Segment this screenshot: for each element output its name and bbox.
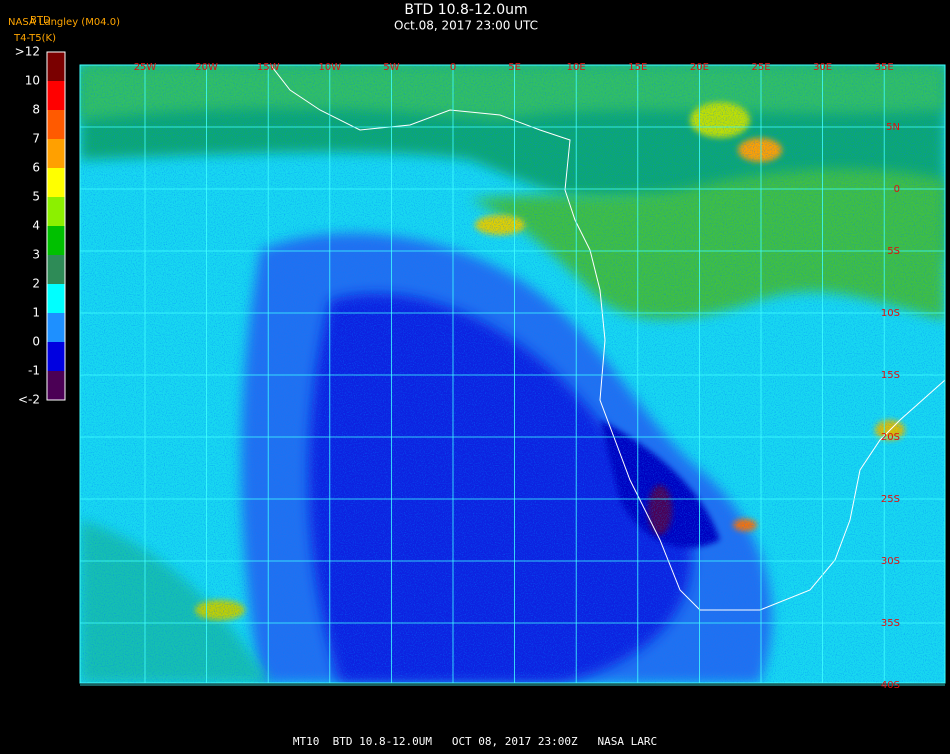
- lat-label: 0: [894, 184, 900, 195]
- colorbar-label: 6: [32, 161, 40, 175]
- colorbar-label: 4: [32, 219, 40, 233]
- colorbar-segment: [47, 284, 65, 313]
- colorbar-segment: [47, 168, 65, 197]
- lon-label: 10W: [318, 62, 341, 73]
- colorbar-label: 1: [32, 306, 40, 320]
- lon-label: 15E: [628, 62, 647, 73]
- colorbar-segment: [47, 52, 65, 81]
- colorbar-label: 2: [32, 277, 40, 291]
- colorbar-label: 10: [25, 74, 40, 88]
- lon-label: 20W: [195, 62, 218, 73]
- footer: MT10 BTD 10.8-12.0UM OCT 08, 2017 23:00Z…: [293, 735, 657, 748]
- colorbar-label: <-2: [18, 393, 40, 407]
- lon-label: 35E: [875, 62, 894, 73]
- lat-label: 5N: [886, 122, 900, 133]
- lon-label: 25W: [134, 62, 157, 73]
- lat-label: 15S: [881, 370, 900, 381]
- colorbar-segment: [47, 226, 65, 255]
- lat-label: 35S: [881, 618, 900, 629]
- colorbar-label: 8: [32, 103, 40, 117]
- colorbar-label: >12: [15, 45, 40, 59]
- lon-label: 30E: [813, 62, 832, 73]
- lon-label: 20E: [690, 62, 709, 73]
- lon-label: 10E: [567, 62, 586, 73]
- colorbar-label: 0: [32, 335, 40, 349]
- colorbar-segment: [47, 81, 65, 110]
- lat-label: 30S: [881, 556, 900, 567]
- lat-label: 20S: [881, 432, 900, 443]
- colorbar-segment: [47, 313, 65, 342]
- coastline: [269, 65, 945, 611]
- colorbar-label: -1: [28, 364, 40, 378]
- colorbar-segment: [47, 139, 65, 168]
- imagery: [80, 65, 945, 683]
- lon-label: 15W: [257, 62, 280, 73]
- product: BTD: [30, 15, 51, 26]
- colorbar-segment: [47, 110, 65, 139]
- map-grid: [79, 64, 946, 686]
- lon-label: 5E: [508, 62, 521, 73]
- units: T4-T5(K): [13, 33, 56, 44]
- source: NASA Langley (M04.0): [8, 17, 120, 28]
- lat-label: 10S: [881, 308, 900, 319]
- colorbar-segment: [47, 371, 65, 400]
- colorbar-segment: [47, 342, 65, 371]
- colorbar-segment: [47, 197, 65, 226]
- map-labels: 25W 20W 15W 10W 5W 0 5E 10E 15E 20E 25E 30E 35E 5N 0 5S…: [134, 62, 900, 691]
- colorbar-frame: [46, 51, 66, 401]
- colorbar-label: 3: [32, 248, 40, 262]
- map-frame: [79, 64, 946, 684]
- lon-label: 5W: [383, 62, 399, 73]
- lat-label: 25S: [881, 494, 900, 505]
- colorbar-label: 7: [32, 132, 40, 146]
- lat-label: 5S: [887, 246, 900, 257]
- colorbar-segment: [47, 255, 65, 284]
- colorbar-label: 5: [32, 190, 40, 204]
- lon-label: 25E: [751, 62, 770, 73]
- title: BTD 10.8-12.0um: [404, 2, 527, 18]
- lat-label: 40S: [881, 680, 900, 691]
- lon-label: 0: [450, 62, 456, 73]
- subtitle: Oct.08, 2017 23:00 UTC: [394, 19, 538, 33]
